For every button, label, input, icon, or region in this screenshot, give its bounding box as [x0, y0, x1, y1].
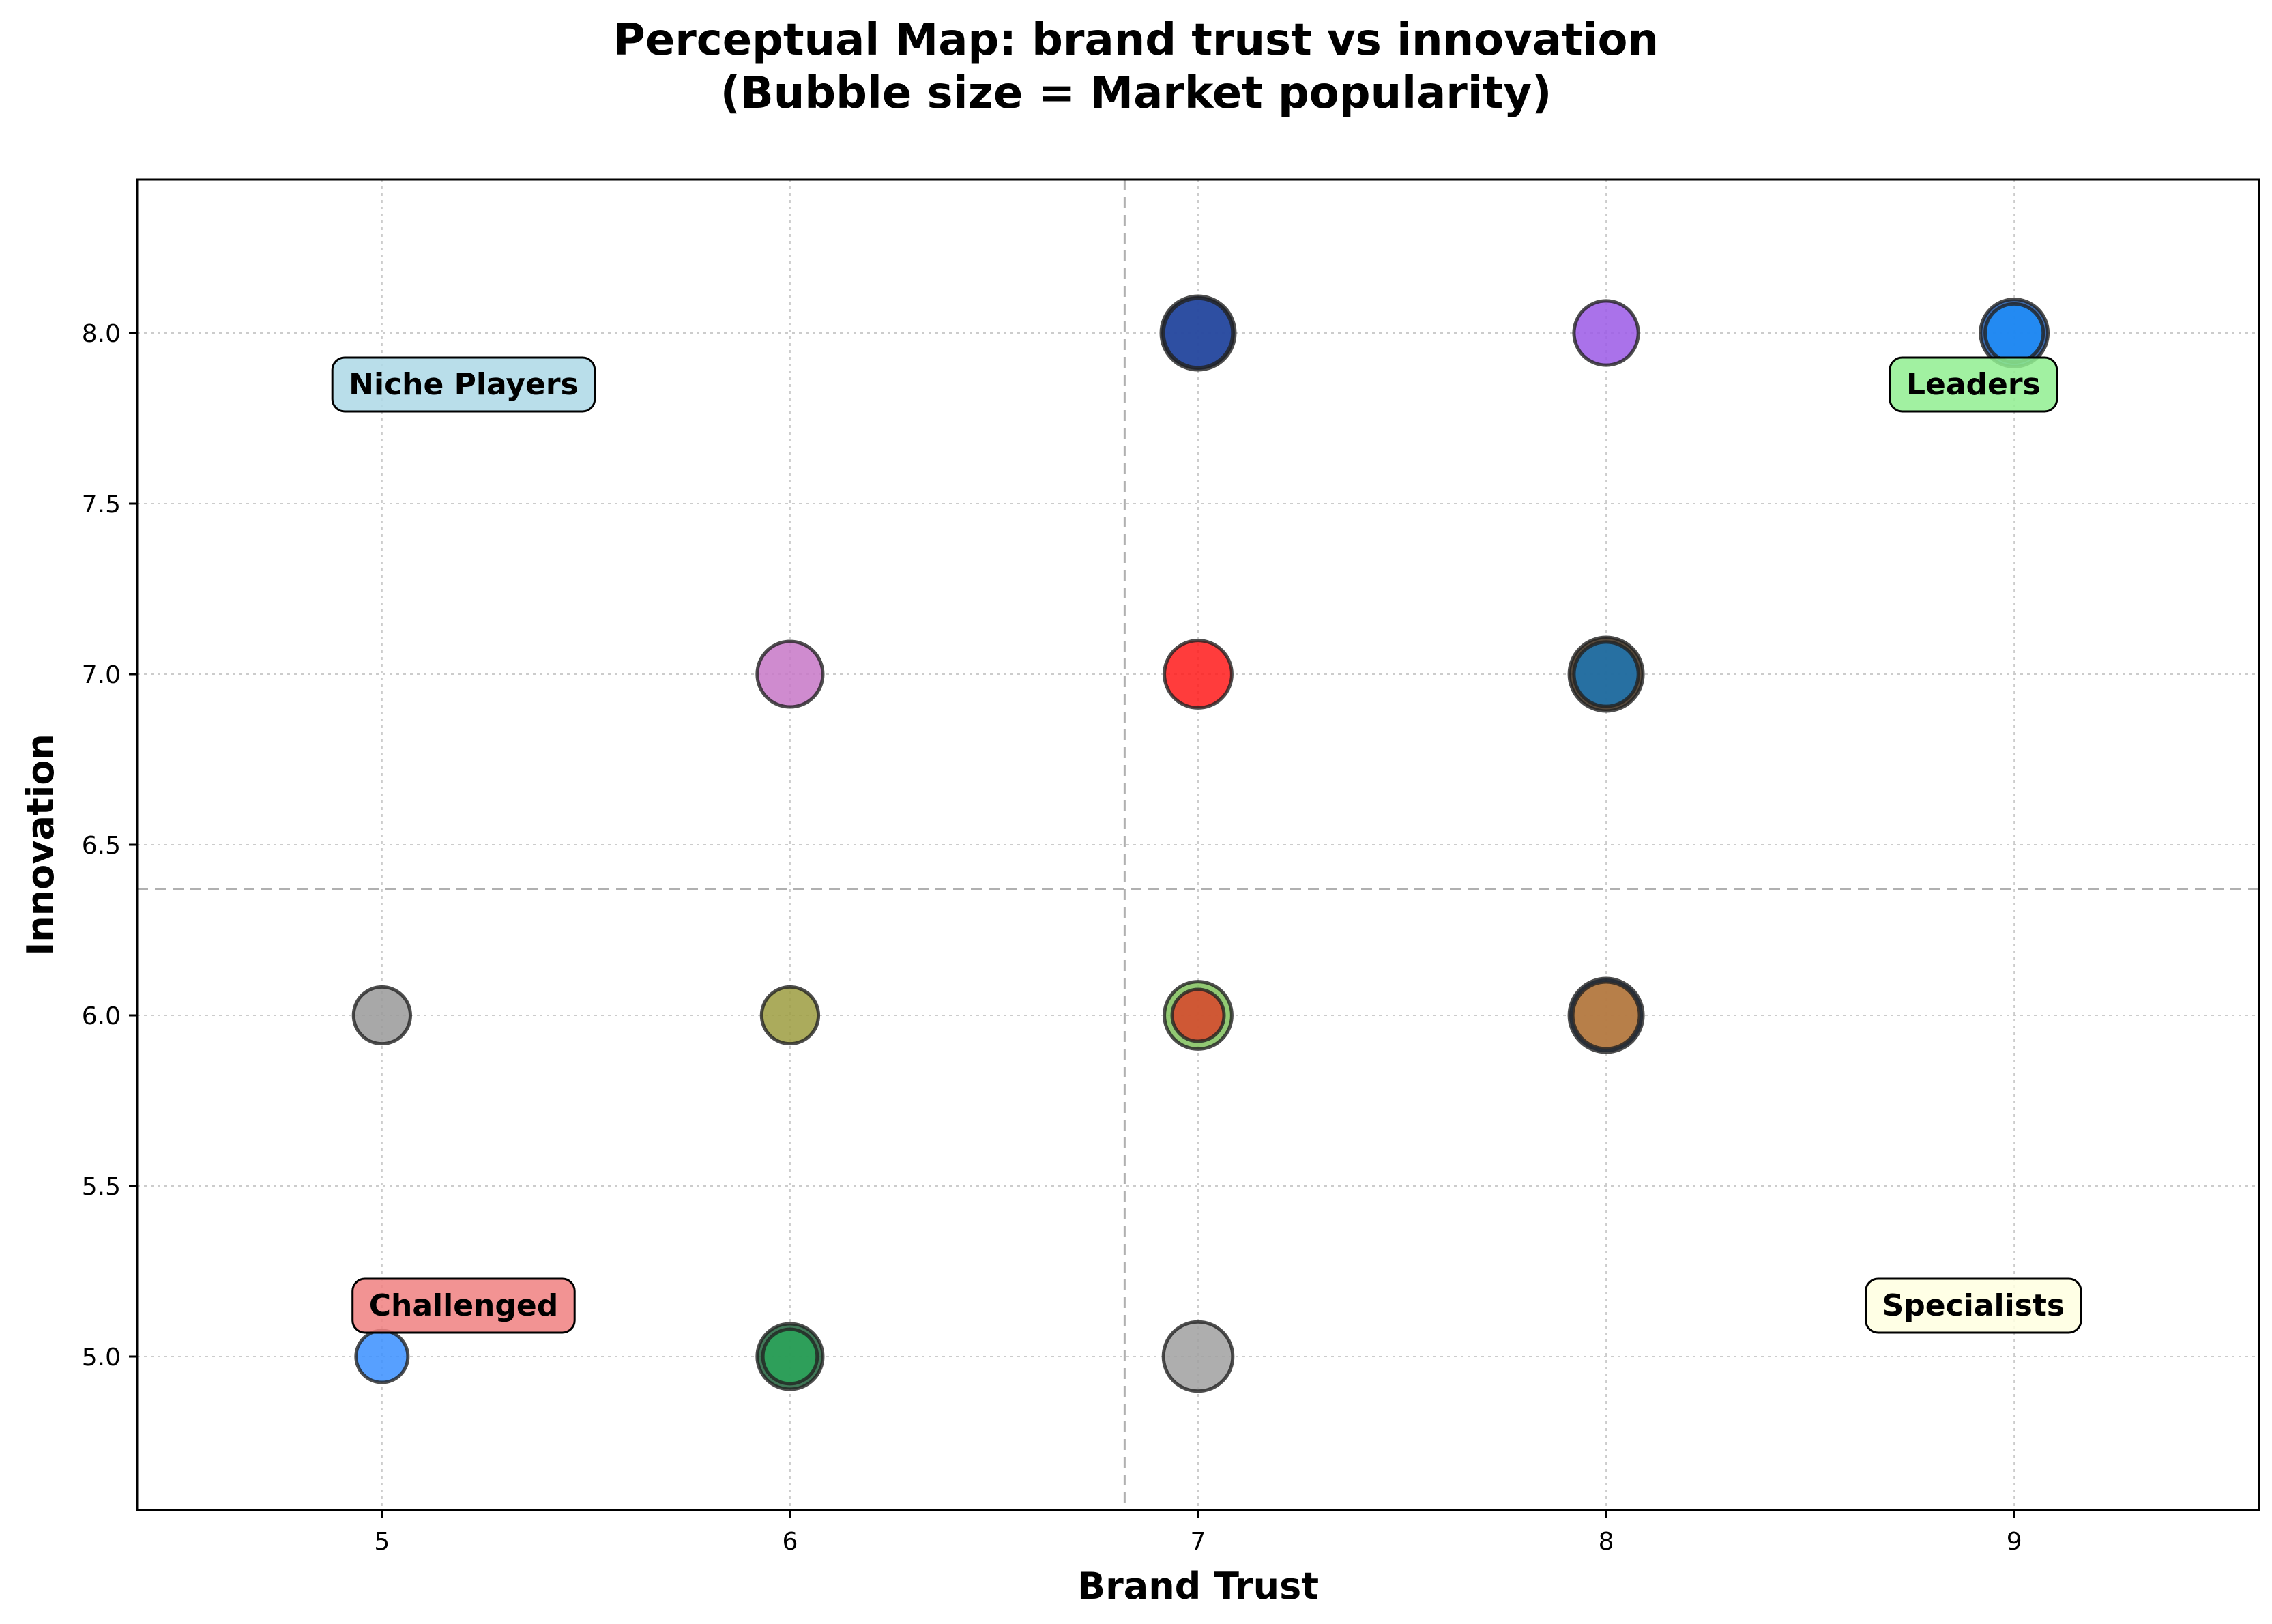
axis-ticks: 5 6 7 8 9 5.0 5.5 6.0 6.5 7.0 7.5 8.0 [82, 320, 2022, 1556]
data-point-bubble [761, 1327, 819, 1386]
data-point-bubble [351, 985, 413, 1046]
quadrant-label-text: Leaders [1906, 367, 2041, 402]
median-lines [137, 179, 2259, 1510]
quadrant-label: Niche Players [331, 356, 596, 413]
data-point-bubble [755, 639, 825, 709]
quadrant-label: Leaders [1889, 356, 2058, 413]
chart-title-line-2: (Bubble size = Market popularity) [720, 68, 1552, 119]
data-point-bubble [759, 985, 821, 1046]
y-tick-label: 5.5 [82, 1173, 121, 1201]
data-point-bubble [1572, 299, 1640, 367]
data-point-bubble [354, 1329, 410, 1384]
y-tick-label: 7.5 [82, 491, 121, 519]
data-point-bubble [1572, 640, 1640, 708]
data-point-bubble [1170, 987, 1226, 1043]
x-tick-label: 6 [782, 1528, 798, 1556]
data-point-bubble [1163, 639, 1234, 710]
data-points [351, 294, 2050, 1393]
quadrant-label-text: Niche Players [349, 367, 579, 402]
quadrant-label-box [1865, 1277, 2082, 1334]
quadrant-label: Specialists [1865, 1277, 2082, 1334]
quadrant-label: Challenged [351, 1277, 576, 1334]
chart-title-line-1: Perceptual Map: brand trust vs innovatio… [613, 15, 1659, 66]
x-axis-label: Brand Trust [1077, 1565, 1319, 1608]
x-tick-label: 9 [2007, 1528, 2022, 1556]
data-point-bubble [1161, 296, 1235, 370]
data-point-bubble [1571, 980, 1642, 1051]
y-axis-label: Innovation [19, 734, 62, 956]
x-tick-label: 7 [1191, 1528, 1206, 1556]
quadrant-labels: Niche Players Leaders Challenged Specialist… [331, 356, 2082, 1334]
x-tick-label: 5 [374, 1528, 390, 1556]
quadrant-label-text: Specialists [1882, 1288, 2065, 1323]
x-tick-label: 8 [1599, 1528, 1614, 1556]
y-tick-label: 6.0 [82, 1002, 121, 1030]
data-point-bubble [1161, 1320, 1235, 1393]
y-tick-label: 6.5 [82, 832, 121, 860]
data-point-bubble [1983, 302, 2045, 364]
quadrant-label-text: Challenged [369, 1288, 558, 1323]
quadrant-label-box [331, 356, 596, 413]
y-tick-label: 5.0 [82, 1344, 121, 1372]
quadrant-label-box [1889, 356, 2058, 413]
quadrant-label-box [351, 1277, 576, 1334]
y-tick-label: 7.0 [82, 661, 121, 689]
grid-layer [137, 179, 2259, 1510]
y-tick-label: 8.0 [82, 320, 121, 348]
